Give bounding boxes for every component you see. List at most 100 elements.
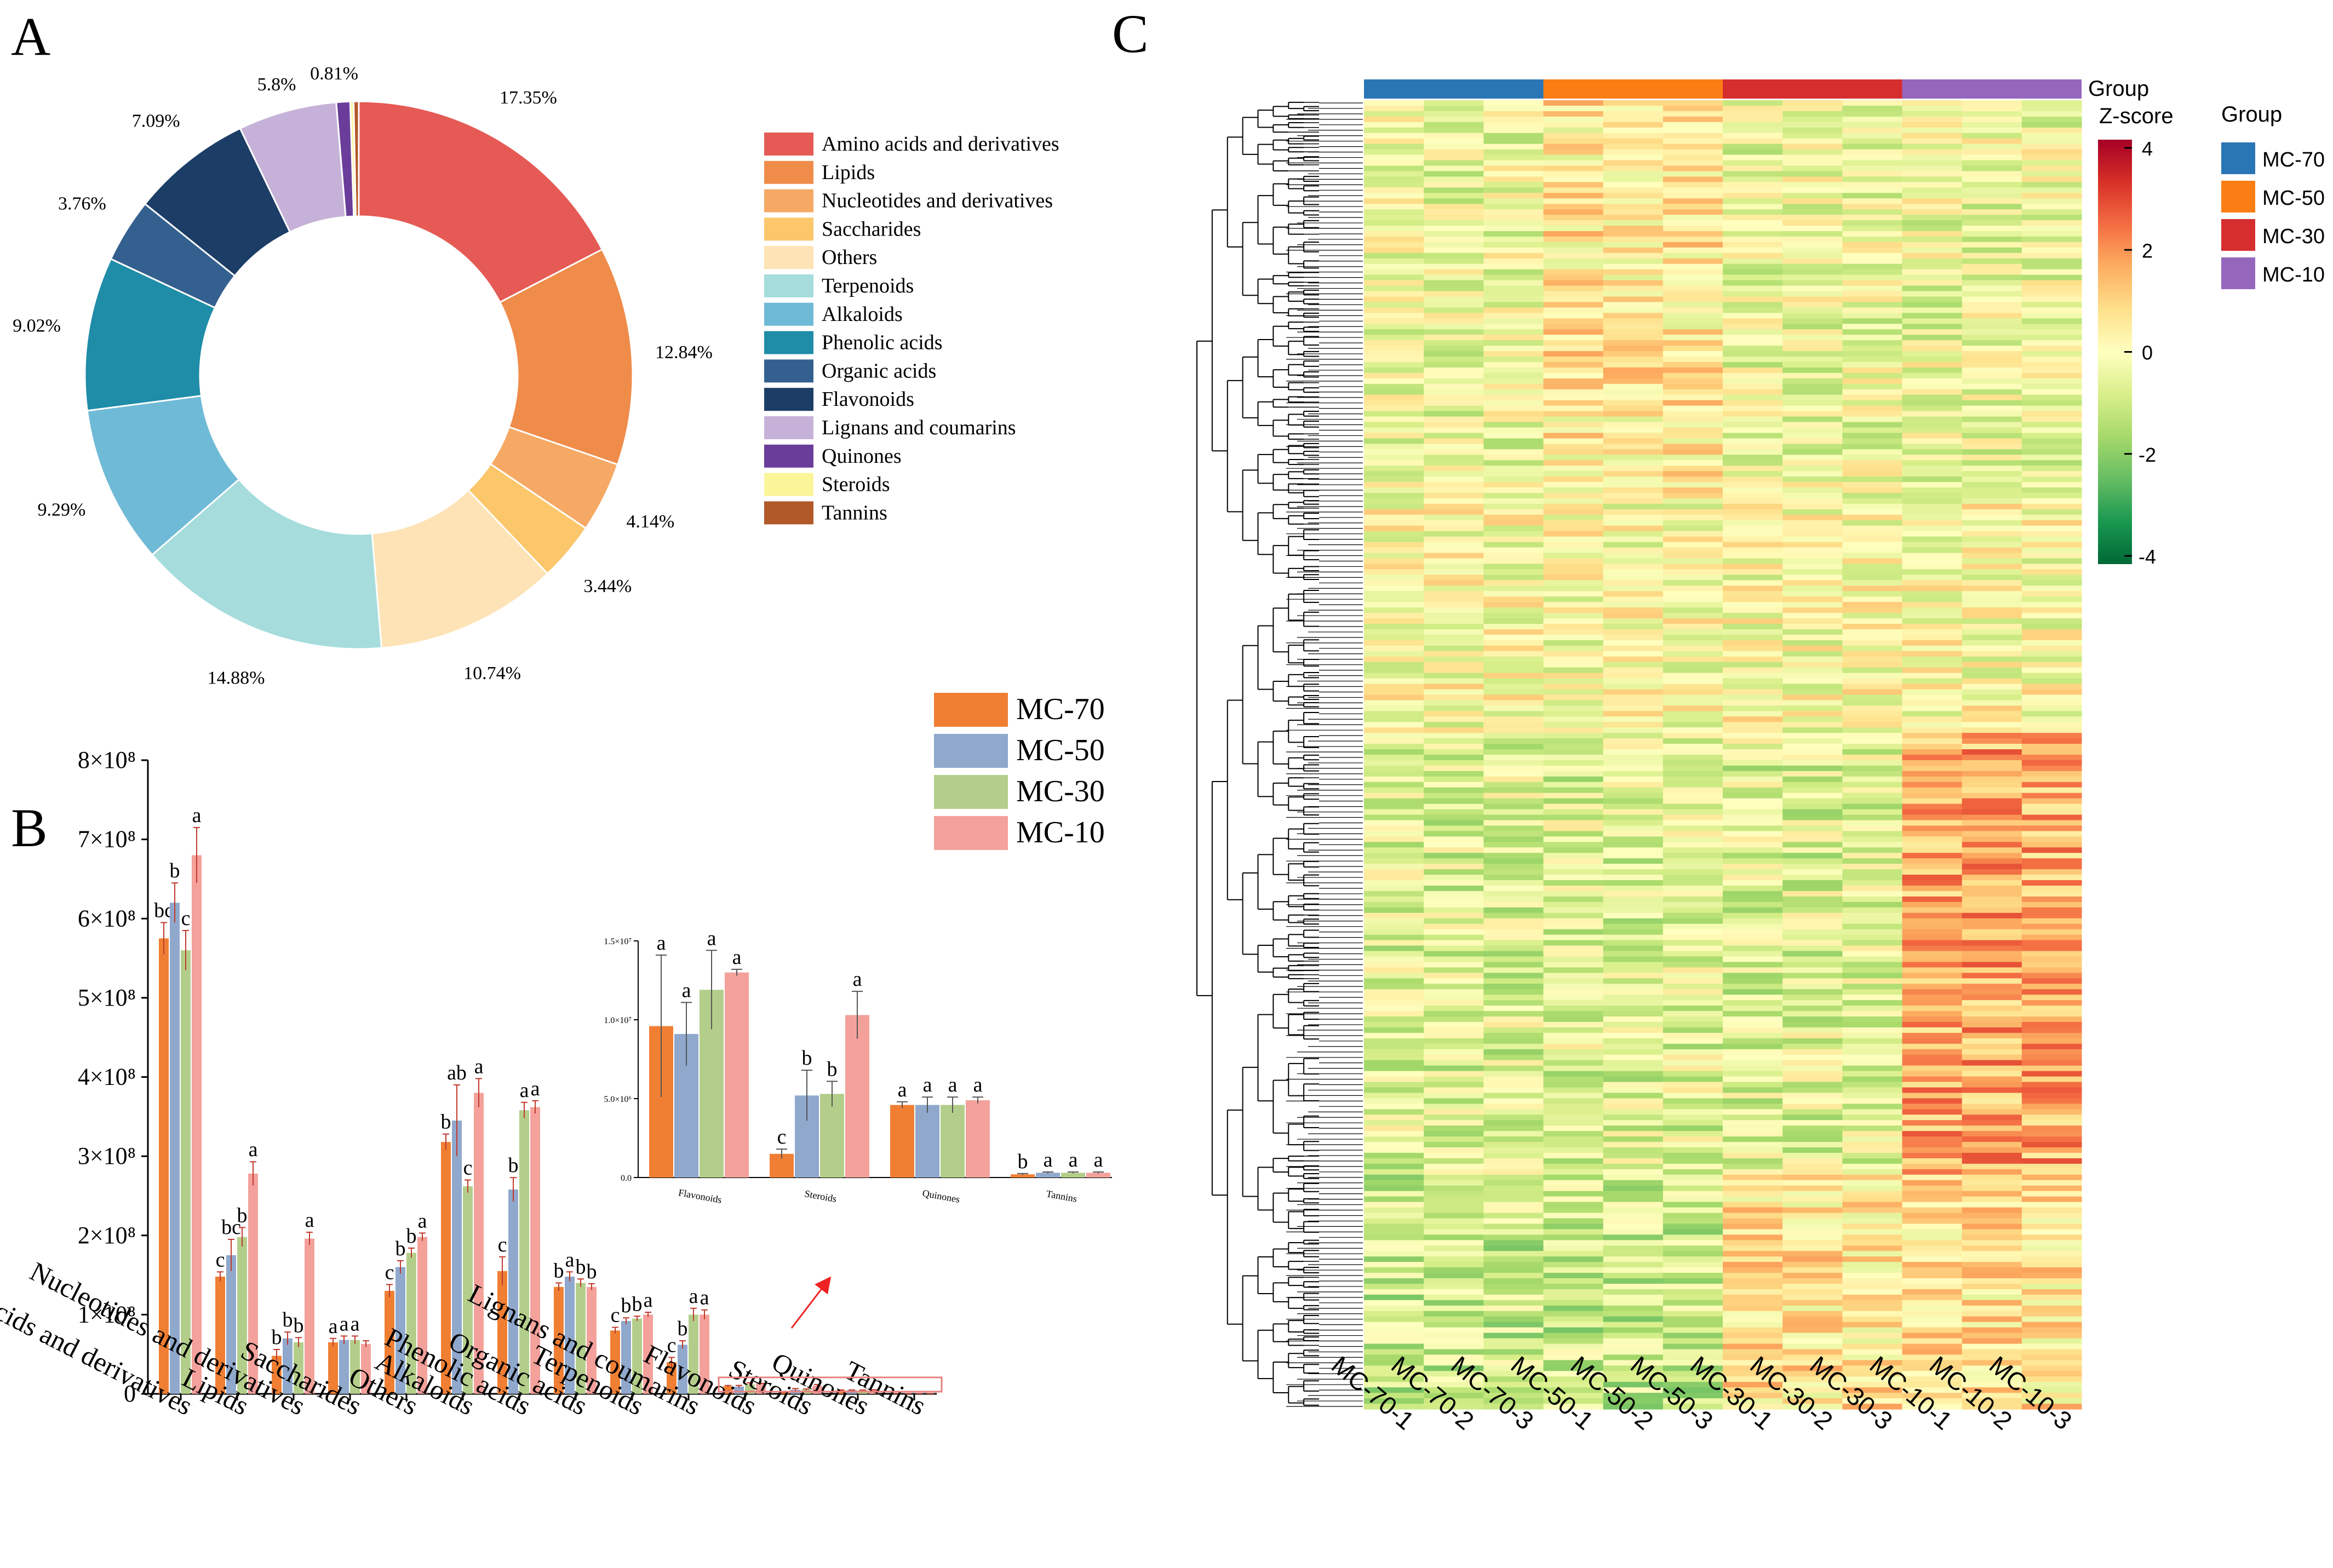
heatmap-cell [1723,362,1783,368]
heatmap-cell [1483,907,1544,914]
heatmap-cell [1424,962,1484,968]
heatmap-cell [1424,1218,1484,1225]
bar [294,1342,303,1394]
heatmap-cell [1962,1049,2022,1055]
heatmap-cell [1603,973,1664,979]
heatmap-cell [1902,280,1963,286]
heatmap-cell [1782,296,1843,303]
heatmap-cell [1603,738,1664,744]
heatmap-cell [1663,1131,1723,1137]
heatmap-cell [1603,1169,1664,1175]
group-legend-label: MC-70 [2262,148,2325,171]
heatmap-cell [1483,1006,1544,1012]
heatmap-cell [1663,269,1723,275]
heatmap-cell [1603,198,1664,204]
inset-y-tick-label: 5.0×10⁶ [604,1095,632,1104]
heatmap-cell [1663,1305,1723,1312]
heatmap-cell [1842,274,1902,281]
heatmap-cell [2021,1191,2082,1197]
heatmap-cell [1902,722,1963,728]
heatmap-cell [1663,378,1723,384]
heatmap-cell [1842,111,1902,117]
heatmap-cell [1483,1087,1544,1094]
heatmap-cell [1543,236,1604,243]
heatmap-cell [1663,1109,1723,1115]
heatmap-cell [1543,705,1604,711]
heatmap-cell [1782,116,1843,123]
heatmap-cell [1723,912,1783,919]
heatmap-cell [1543,1142,1604,1148]
heatmap-cell [1663,324,1723,330]
heatmap-cell [1723,569,1783,575]
heatmap-cell [1962,280,2022,286]
heatmap-cell [1483,645,1544,652]
heatmap-cell [1782,1213,1843,1219]
heatmap-cell [1663,351,1723,357]
heatmap-cell [2021,427,2082,434]
heatmap-cell [1483,422,1544,428]
small-categories-highlight [718,1376,943,1393]
heatmap-cell [2021,940,2082,946]
heatmap-cell [1782,1125,1843,1132]
heatmap-cell [1603,215,1664,221]
heatmap-cell [1723,280,1783,286]
heatmap-cell [1483,1245,1544,1251]
heatmap-cell [1424,111,1484,117]
heatmap-cell [1723,154,1783,161]
heatmap-cell [1663,367,1723,374]
heatmap-cell [1663,602,1723,608]
heatmap-cell [1782,591,1843,597]
heatmap-cell [1424,940,1484,946]
bar [441,1142,451,1394]
heatmap-cell [1842,182,1902,188]
heatmap-cell [1543,585,1604,591]
heatmap-cell [1962,1278,2022,1284]
heatmap-cell [1603,1251,1664,1257]
heatmap-cell [1543,575,1604,581]
heatmap-cell [1424,869,1484,875]
heatmap-cell [1902,1060,1963,1066]
heatmap-cell [2021,629,2082,635]
heatmap-cell [1782,547,1843,554]
heatmap-cell [1543,624,1604,630]
heatmap-cell [1543,416,1604,423]
heatmap-cell [1663,553,1723,559]
significance-letter: a [418,1209,427,1232]
heatmap-cell [1603,640,1664,646]
heatmap-cell [1364,880,1424,886]
heatmap-cell [1782,340,1843,346]
heatmap-cell [1663,1371,1723,1377]
heatmap-cell [1364,945,1424,952]
heatmap-cell [1483,1398,1544,1404]
heatmap-cell [2021,771,2082,777]
significance-letter: c [498,1233,507,1256]
heatmap-cell [1663,814,1723,821]
heatmap-cell [1902,285,1963,292]
heatmap-cell [1842,967,1902,973]
heatmap-cell [1603,1158,1664,1164]
heatmap-cell [1962,1021,2022,1028]
heatmap-cell [1663,689,1723,696]
heatmap-cell [1483,324,1544,330]
heatmap-cell [1782,1202,1843,1208]
heatmap-cell [1962,847,2022,853]
heatmap-cell [1483,335,1544,341]
heatmap-cell [1543,989,1604,995]
heatmap-cell [1962,1365,2022,1371]
heatmap-cell [1663,542,1723,548]
heatmap-cell [1483,193,1544,199]
heatmap-cell [1364,160,1424,166]
heatmap-cell [1782,1229,1843,1235]
heatmap-cell [2021,422,2082,428]
heatmap-cell [1483,171,1544,177]
heatmap-cell [1962,1240,2022,1246]
heatmap-cell [1782,962,1843,968]
heatmap-cell [1842,378,1902,384]
heatmap-cell [1543,1365,1604,1371]
legend-label: MC-10 [1016,815,1105,849]
heatmap-cell [1962,1376,2022,1382]
heatmap-cell [1543,798,1604,805]
heatmap-cell [2021,231,2082,237]
heatmap-cell [1603,1283,1664,1290]
heatmap-cell [1723,400,1783,406]
